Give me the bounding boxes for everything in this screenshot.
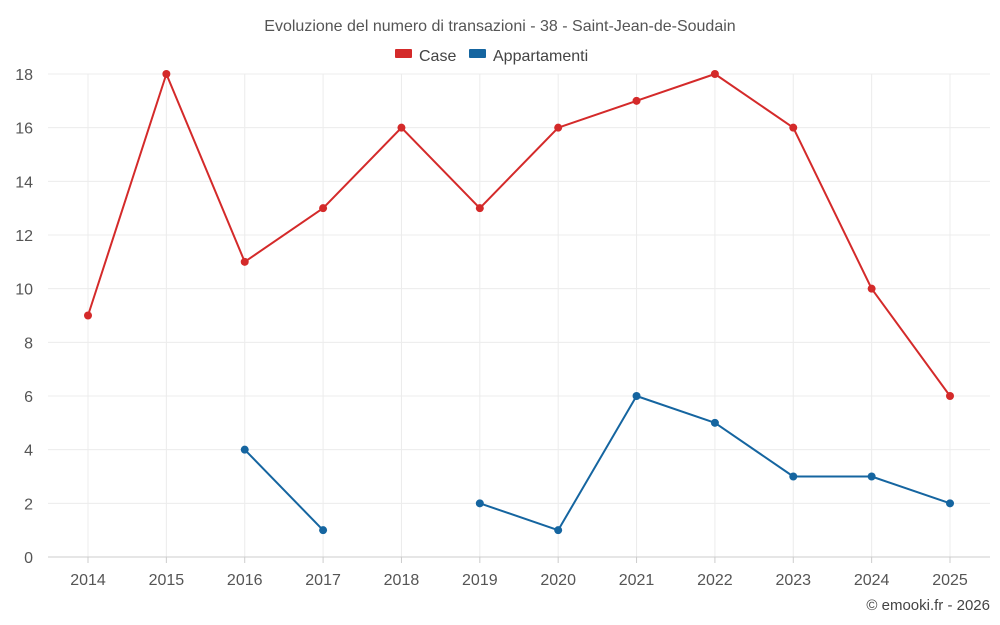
x-tick-label: 2021 [619, 572, 655, 589]
data-point-appartamenti[interactable] [475, 499, 484, 508]
x-tick-label: 2024 [854, 572, 890, 589]
data-point-case[interactable] [319, 204, 328, 213]
x-tick-label: 2025 [932, 572, 968, 589]
y-tick-label: 2 [24, 496, 33, 513]
legend-swatch-appartamenti[interactable] [469, 49, 486, 58]
data-point-case[interactable] [632, 96, 641, 105]
y-tick-label: 4 [24, 443, 33, 460]
data-point-case[interactable] [475, 204, 484, 213]
credit-text: © emooki.fr - 2026 [866, 597, 990, 614]
data-point-appartamenti[interactable] [710, 418, 719, 427]
x-tick-label: 2022 [697, 572, 733, 589]
data-point-case[interactable] [162, 70, 171, 78]
series-line-appartamenti [243, 448, 325, 532]
data-point-appartamenti[interactable] [240, 445, 249, 454]
y-tick-label: 8 [24, 335, 33, 352]
series-appartamenti [240, 392, 954, 535]
y-tick-label: 6 [24, 389, 33, 406]
chart-title: Evoluzione del numero di transazioni - 3… [264, 18, 735, 35]
x-tick-label: 2020 [540, 572, 576, 589]
data-point-case[interactable] [397, 123, 406, 132]
data-point-appartamenti[interactable] [867, 472, 876, 481]
y-tick-label: 18 [15, 67, 33, 84]
data-point-case[interactable] [789, 123, 798, 132]
legend-label-appartamenti[interactable]: Appartamenti [493, 48, 588, 65]
y-tick-label: 10 [15, 282, 33, 299]
legend[interactable]: Case Appartamenti [395, 48, 588, 65]
data-point-case[interactable] [946, 392, 954, 400]
data-point-case[interactable] [554, 123, 563, 132]
data-point-appartamenti[interactable] [632, 392, 641, 400]
data-point-case[interactable] [84, 311, 92, 320]
series-case [84, 70, 954, 400]
x-tick-label: 2016 [227, 572, 263, 589]
y-tick-label: 16 [15, 121, 33, 138]
x-tick-label: 2017 [305, 572, 341, 589]
x-tick-label: 2018 [384, 572, 420, 589]
x-tick-label: 2023 [775, 572, 811, 589]
y-tick-label: 0 [24, 550, 33, 567]
x-tick-label: 2015 [149, 572, 185, 589]
x-tick-label: 2014 [70, 572, 106, 589]
data-point-case[interactable] [240, 257, 249, 266]
data-point-appartamenti[interactable] [789, 472, 798, 481]
data-point-appartamenti[interactable] [554, 526, 563, 535]
legend-label-case[interactable]: Case [419, 48, 456, 65]
series-layer [84, 70, 954, 535]
data-point-appartamenti[interactable] [946, 499, 954, 508]
data-point-case[interactable] [867, 284, 876, 293]
legend-swatch-case[interactable] [395, 49, 412, 58]
x-tick-label: 2019 [462, 572, 498, 589]
axes: 0 2 4 6 8 10 12 14 16 18 2014 2015 2016 2017 2018 2019 2… [15, 67, 990, 589]
data-point-appartamenti[interactable] [319, 526, 328, 535]
series-line-case [87, 73, 951, 397]
y-tick-label: 12 [15, 228, 33, 245]
y-tick-label: 14 [15, 174, 33, 191]
grid [48, 73, 990, 557]
data-point-case[interactable] [710, 70, 719, 78]
